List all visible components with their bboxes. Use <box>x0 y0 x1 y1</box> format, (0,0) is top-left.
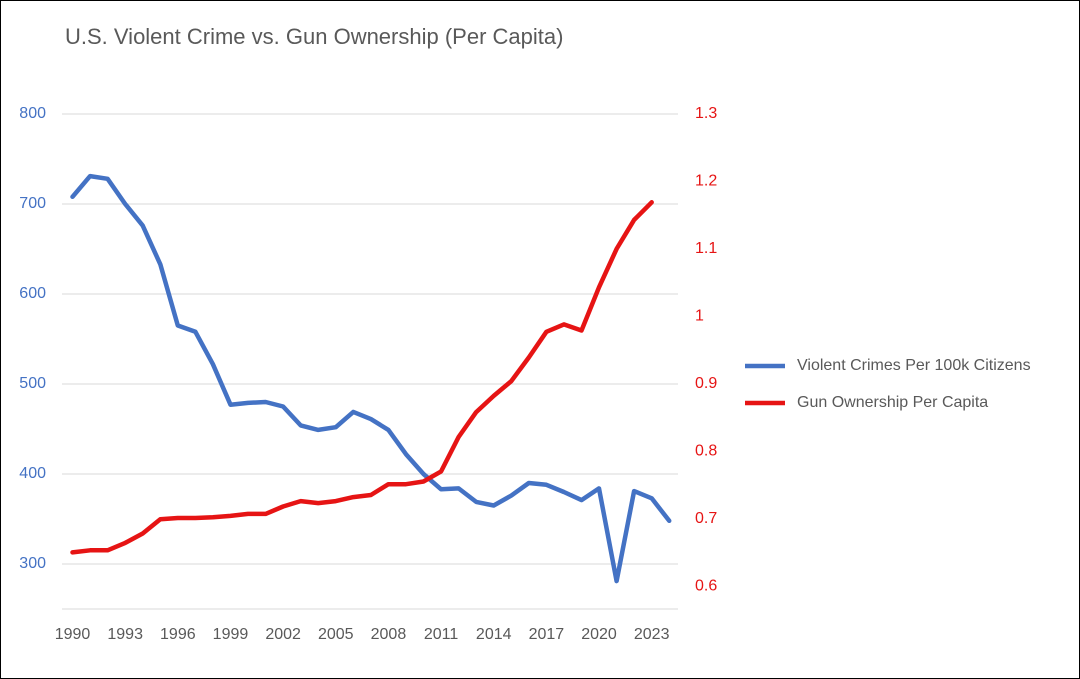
chart-title: U.S. Violent Crime vs. Gun Ownership (Pe… <box>65 24 563 49</box>
x-tick-label: 1996 <box>160 626 196 643</box>
series-line <box>70 173 672 584</box>
x-tick-label: 2008 <box>371 626 407 643</box>
y2-tick-label: 1.2 <box>695 173 717 190</box>
y-tick-label: 700 <box>19 195 46 212</box>
y-tick-label: 400 <box>19 465 46 482</box>
y-tick-label: 300 <box>19 555 46 572</box>
y2-tick-label: 0.6 <box>695 577 717 594</box>
y2-tick-label: 1 <box>695 308 704 325</box>
x-tick-label: 2014 <box>476 626 512 643</box>
legend-label: Gun Ownership Per Capita <box>797 394 988 411</box>
x-tick-label: 2002 <box>265 626 301 643</box>
series-line <box>70 200 654 555</box>
y2-tick-label: 0.8 <box>695 442 717 459</box>
x-tick-label: 2011 <box>424 626 459 643</box>
y2-tick-label: 1.1 <box>695 240 717 257</box>
x-tick-label: 1999 <box>213 626 249 643</box>
y2-tick-label: 0.9 <box>695 375 717 392</box>
x-tick-label: 2020 <box>581 626 617 643</box>
x-tick-label: 1990 <box>55 626 91 643</box>
legend-label: Violent Crimes Per 100k Citizens <box>797 357 1031 374</box>
y-tick-label: 800 <box>19 105 46 122</box>
y-tick-label: 500 <box>19 375 46 392</box>
y2-tick-label: 0.7 <box>695 510 717 527</box>
x-tick-label: 2017 <box>529 626 565 643</box>
y-tick-label: 600 <box>19 285 46 302</box>
x-tick-label: 1993 <box>107 626 143 643</box>
x-tick-label: 2005 <box>318 626 354 643</box>
y2-tick-label: 1.3 <box>695 105 717 122</box>
x-tick-label: 2023 <box>634 626 670 643</box>
